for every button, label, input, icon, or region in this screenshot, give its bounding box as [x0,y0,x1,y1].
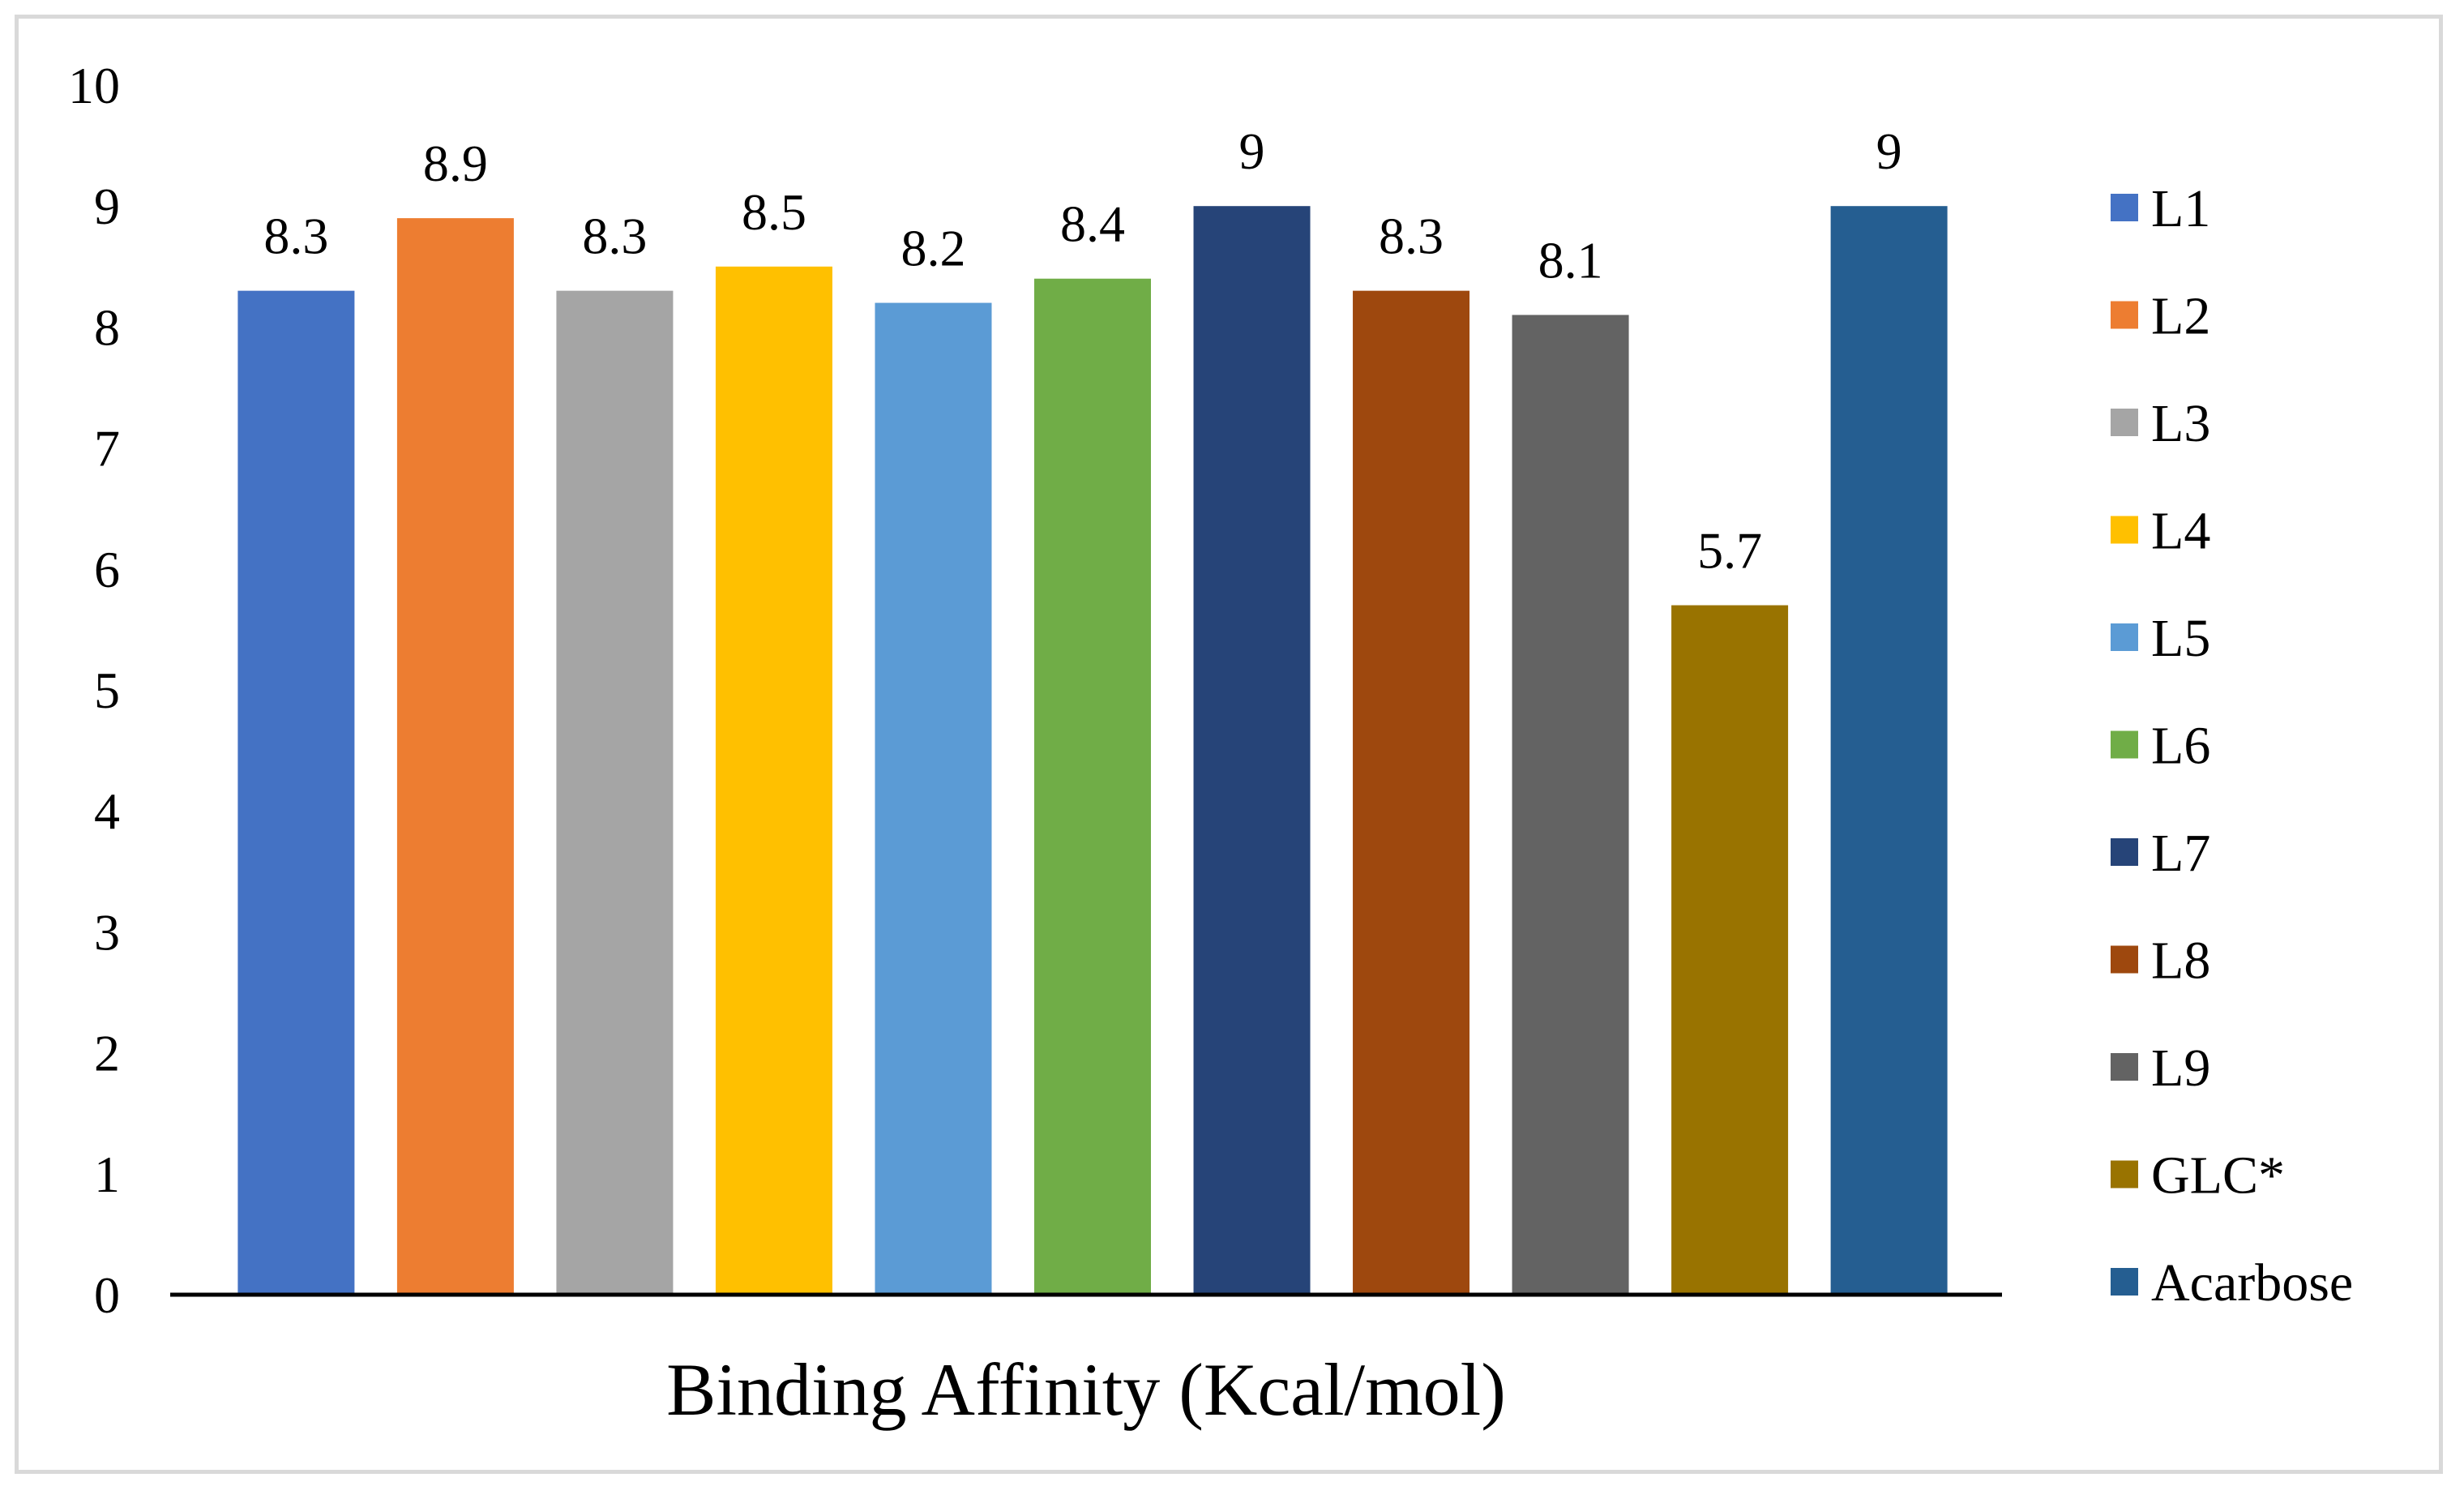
data-label: 9 [1876,122,1902,180]
bar-glc [1671,605,1789,1295]
legend-swatch [2111,945,2138,974]
data-label: 8.3 [582,208,647,265]
legend-label: GLC* [2151,1146,2285,1206]
data-label: 9 [1239,122,1265,180]
legend-swatch [2111,1053,2138,1081]
data-label: 8.1 [1538,231,1603,289]
data-label: 8.4 [1060,195,1125,253]
y-tick-label: 10 [68,57,120,114]
y-tick-label: 7 [94,420,120,478]
legend-label: L7 [2151,824,2210,883]
legend-label: L4 [2151,502,2210,561]
y-axis-ticks: 0 1 2 3 4 5 6 7 8 9 10 [68,57,120,1324]
legend-swatch [2111,623,2138,651]
bar-l3 [556,290,674,1295]
data-label: 8.3 [263,208,328,265]
data-label: 8.3 [1379,208,1444,265]
bar-l4 [715,266,832,1295]
legend-label: L1 [2151,179,2210,238]
y-tick-label: 2 [94,1025,120,1082]
y-tick-label: 9 [94,178,120,235]
y-tick-label: 1 [94,1146,120,1203]
data-label: 5.7 [1697,522,1762,580]
y-tick-label: 3 [94,903,120,961]
y-tick-label: 6 [94,541,120,598]
legend-swatch [2111,1160,2138,1188]
x-axis-title: Binding Affinity (Kcal/mol) [666,1348,1506,1431]
bar-l7 [1193,206,1311,1296]
bars [237,206,1948,1296]
bar-l1 [237,290,355,1295]
legend-label: Acarbose [2151,1253,2353,1313]
legend-swatch [2111,730,2138,759]
legend-label: L5 [2151,609,2210,668]
legend-swatch [2111,1268,2138,1296]
bar-acarbose [1830,206,1948,1296]
y-tick-label: 8 [94,298,120,356]
legend-label: L6 [2151,717,2210,776]
legend-label: L9 [2151,1039,2210,1098]
legend-swatch [2111,516,2138,544]
legend-label: L8 [2151,932,2210,991]
bar-l5 [875,302,992,1295]
y-tick-label: 0 [94,1266,120,1324]
data-labels: 8.3 8.9 8.3 8.5 8.2 8.4 9 8.3 8.1 5.7 9 [263,122,1901,579]
data-label: 8.5 [742,183,806,241]
legend-label: L2 [2151,287,2210,346]
legend-swatch [2111,409,2138,436]
data-label: 8.9 [423,135,488,192]
bar-l8 [1353,290,1470,1295]
y-tick-label: 4 [94,782,120,840]
bar-l9 [1512,315,1629,1296]
bar-l2 [396,218,514,1295]
legend-label: L3 [2151,394,2210,453]
data-label: 8.2 [900,220,965,277]
legend-swatch [2111,301,2138,329]
legend-swatch [2111,194,2138,221]
legend-swatch [2111,838,2138,866]
legend: L1 L2 L3 L4 L5 L6 L7 L8 L9 GLC* Acarbose [2111,179,2353,1313]
bar-l6 [1034,278,1151,1296]
y-tick-label: 5 [94,662,120,719]
